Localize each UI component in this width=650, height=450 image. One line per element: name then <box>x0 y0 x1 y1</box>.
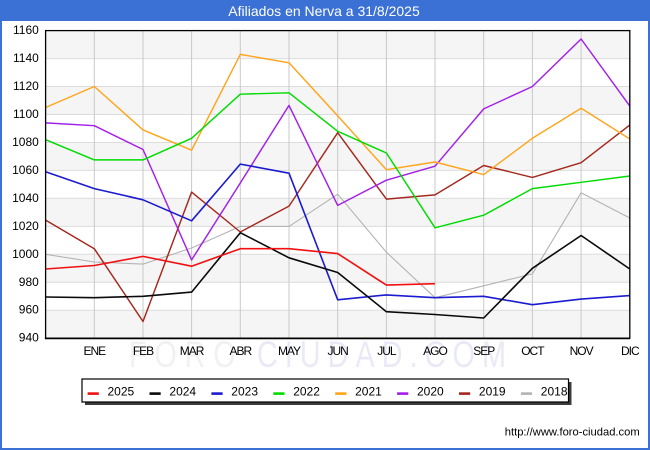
svg-text:FEB: FEB <box>133 344 154 358</box>
svg-text:Afiliados en Nerva a 31/8/2025: Afiliados en Nerva a 31/8/2025 <box>228 3 420 19</box>
svg-text:2023: 2023 <box>231 385 258 399</box>
svg-text:1020: 1020 <box>12 219 39 233</box>
svg-text:ENE: ENE <box>83 344 106 358</box>
svg-text:OCT: OCT <box>521 344 545 358</box>
svg-text:MAR: MAR <box>180 344 205 358</box>
svg-text:http://www.foro-ciudad.com: http://www.foro-ciudad.com <box>505 427 640 439</box>
svg-text:1120: 1120 <box>13 79 39 93</box>
svg-text:1040: 1040 <box>12 191 39 205</box>
svg-text:JUN: JUN <box>328 344 349 358</box>
svg-text:2025: 2025 <box>108 385 135 399</box>
svg-text:2024: 2024 <box>169 385 196 399</box>
svg-text:2018: 2018 <box>541 385 568 399</box>
svg-text:1060: 1060 <box>12 163 39 177</box>
svg-text:2019: 2019 <box>479 385 506 399</box>
svg-text:1140: 1140 <box>13 51 39 65</box>
svg-text:960: 960 <box>19 303 39 317</box>
svg-text:1000: 1000 <box>12 247 39 261</box>
svg-text:940: 940 <box>19 331 39 345</box>
svg-text:ABR: ABR <box>229 344 252 358</box>
svg-text:JUL: JUL <box>377 344 397 358</box>
svg-text:CIUDAD.COM: CIUDAD.COM <box>257 335 513 376</box>
svg-text:FORO: FORO <box>129 335 244 376</box>
svg-text:2020: 2020 <box>417 385 444 399</box>
svg-text:1160: 1160 <box>13 23 39 37</box>
svg-text:980: 980 <box>19 275 39 289</box>
svg-text:NOV: NOV <box>570 344 594 358</box>
svg-text:DIC: DIC <box>621 344 640 358</box>
svg-text:AGO: AGO <box>423 344 447 358</box>
svg-text:2021: 2021 <box>355 385 382 399</box>
svg-text:1100: 1100 <box>13 107 39 121</box>
svg-text:1080: 1080 <box>12 135 39 149</box>
svg-text:MAY: MAY <box>278 344 301 358</box>
svg-text:SEP: SEP <box>473 344 495 358</box>
svg-text:2022: 2022 <box>293 385 320 399</box>
